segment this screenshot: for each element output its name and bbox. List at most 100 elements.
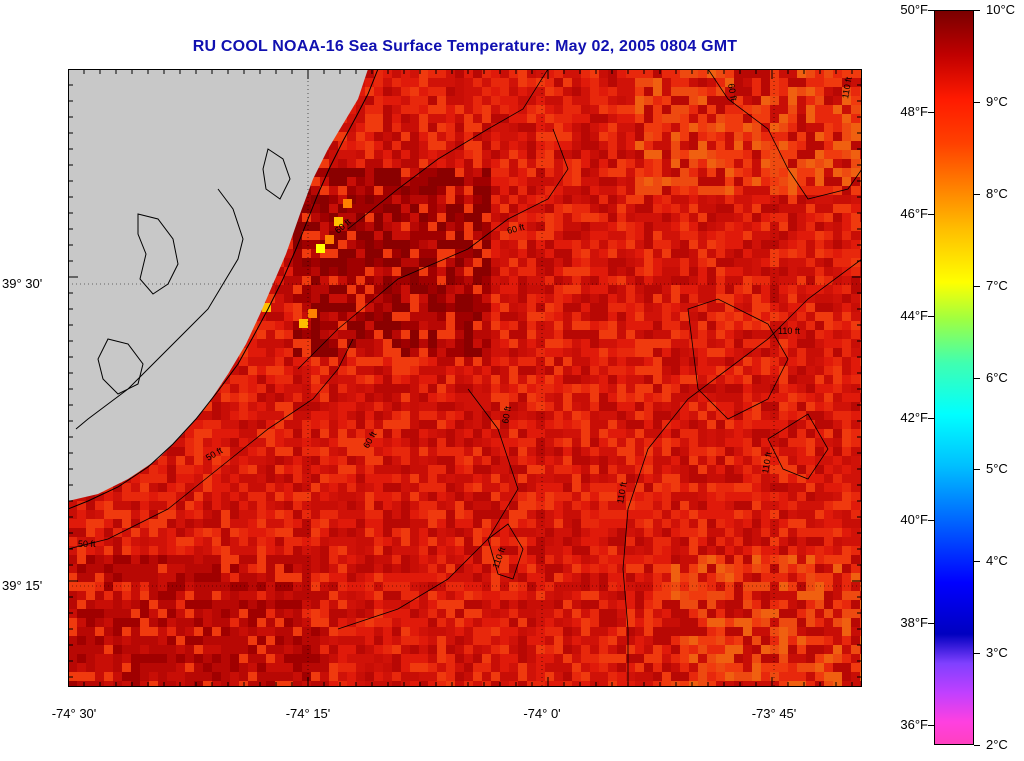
sst-pixel [581, 177, 590, 186]
sst-pixel [545, 177, 554, 186]
sst-pixel [635, 330, 644, 339]
sst-pixel [419, 330, 428, 339]
sst-pixel [761, 186, 770, 195]
sst-pixel [464, 528, 473, 537]
sst-pixel [599, 222, 608, 231]
sst-pixel [509, 114, 518, 123]
sst-pixel [203, 519, 212, 528]
sst-pixel [185, 537, 194, 546]
sst-pixel [86, 501, 95, 510]
sst-pixel [752, 96, 761, 105]
sst-pixel [473, 267, 482, 276]
sst-pixel [698, 366, 707, 375]
sst-pixel [518, 483, 527, 492]
sst-pixel [347, 420, 356, 429]
sst-pixel [734, 402, 743, 411]
sst-pixel [797, 114, 806, 123]
sst-pixel [734, 465, 743, 474]
sst-pixel [662, 357, 671, 366]
sst-pixel [734, 114, 743, 123]
sst-pixel [689, 519, 698, 528]
sst-pixel [599, 231, 608, 240]
sst-pixel [446, 132, 455, 141]
sst-pixel [500, 150, 509, 159]
sst-pixel [608, 195, 617, 204]
sst-pixel [257, 420, 266, 429]
sst-pixel [635, 411, 644, 420]
sst-pixel [392, 303, 401, 312]
sst-pixel [752, 420, 761, 429]
sst-pixel [608, 456, 617, 465]
sst-pixel [590, 240, 599, 249]
sst-pixel [599, 411, 608, 420]
sst-pixel [581, 375, 590, 384]
sst-pixel [824, 492, 833, 501]
sst-pixel [527, 267, 536, 276]
sst-pixel [284, 285, 293, 294]
sst-pixel [689, 186, 698, 195]
sst-pixel [563, 105, 572, 114]
sst-pixel [347, 411, 356, 420]
sst-pixel [833, 474, 842, 483]
sst-pixel [572, 123, 581, 132]
sst-pixel [599, 105, 608, 114]
sst-pixel [788, 384, 797, 393]
sst-pixel [320, 555, 329, 564]
sst-pixel [437, 510, 446, 519]
sst-pixel [410, 204, 419, 213]
sst-pixel [725, 204, 734, 213]
sst-pixel [833, 555, 842, 564]
sst-pixel [833, 447, 842, 456]
sst-pixel [401, 519, 410, 528]
sst-pixel [356, 204, 365, 213]
sst-pixel [311, 285, 320, 294]
sst-pixel [446, 141, 455, 150]
sst-pixel [338, 546, 347, 555]
sst-pixel [608, 294, 617, 303]
sst-pixel [374, 447, 383, 456]
sst-pixel [842, 384, 851, 393]
sst-pixel [698, 267, 707, 276]
sst-pixel [437, 96, 446, 105]
sst-pixel [842, 465, 851, 474]
sst-pixel [329, 249, 338, 258]
sst-pixel [338, 465, 347, 474]
sst-pixel [329, 528, 338, 537]
sst-pixel [752, 546, 761, 555]
sst-pixel [491, 303, 500, 312]
sst-pixel [500, 168, 509, 177]
sst-pixel [158, 474, 167, 483]
sst-pixel [707, 564, 716, 573]
sst-pixel [788, 456, 797, 465]
sst-pixel [608, 276, 617, 285]
sst-pixel [392, 258, 401, 267]
sst-pixel [851, 258, 860, 267]
sst-pixel [230, 465, 239, 474]
sst-pixel [500, 249, 509, 258]
sst-pixel [581, 411, 590, 420]
sst-pixel [518, 213, 527, 222]
sst-pixel [608, 222, 617, 231]
sst-pixel [707, 177, 716, 186]
sst-pixel [851, 456, 860, 465]
sst-pixel [734, 366, 743, 375]
sst-pixel [428, 249, 437, 258]
sst-pixel [437, 474, 446, 483]
sst-pixel [779, 267, 788, 276]
sst-pixel [329, 519, 338, 528]
sst-pixel [194, 456, 203, 465]
sst-pixel [446, 546, 455, 555]
sst-pixel [725, 195, 734, 204]
sst-pixel [410, 510, 419, 519]
sst-pixel [716, 312, 725, 321]
sst-pixel [446, 276, 455, 285]
sst-pixel [581, 87, 590, 96]
sst-pixel [437, 123, 446, 132]
sst-pixel [392, 123, 401, 132]
sst-pixel [419, 303, 428, 312]
sst-pixel [500, 348, 509, 357]
sst-pixel [680, 546, 689, 555]
sst-pixel [824, 204, 833, 213]
sst-pixel [851, 168, 860, 177]
sst-pixel [590, 213, 599, 222]
